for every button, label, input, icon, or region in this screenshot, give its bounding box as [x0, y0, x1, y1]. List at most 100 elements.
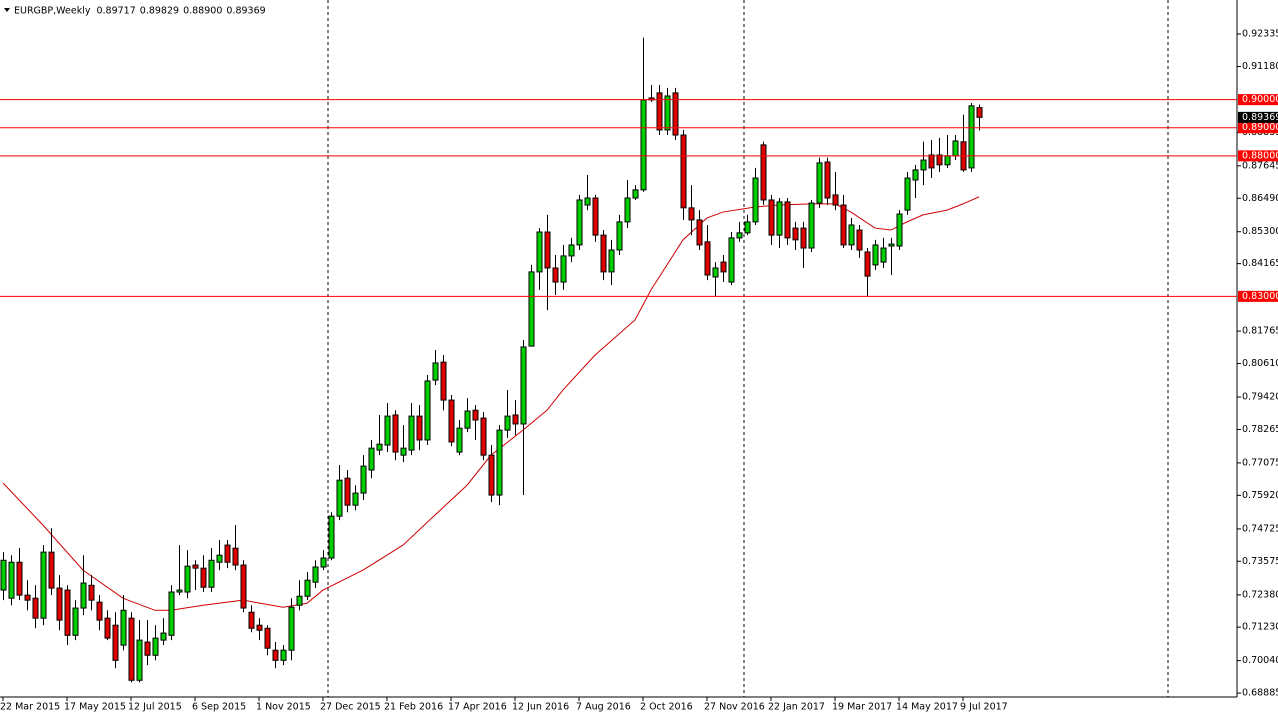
- candle-body: [240, 564, 247, 609]
- candle-body: [32, 597, 39, 619]
- candle-body: [152, 637, 159, 656]
- candle-body: [896, 213, 903, 247]
- candle-body: [224, 544, 231, 563]
- candle-body: [48, 551, 55, 589]
- candle-body: [160, 632, 167, 641]
- x-tick-label: 12 Jul 2015: [128, 702, 182, 713]
- candle-body: [24, 594, 31, 601]
- x-tick-label: 12 Jun 2016: [512, 702, 569, 713]
- chart-title: EURGBP,Weekly: [14, 6, 91, 17]
- candle-body: [352, 492, 359, 506]
- candle-body: [480, 417, 487, 456]
- level-label-box: [1238, 122, 1278, 134]
- candle-body: [456, 427, 463, 453]
- header-value: 0.89829: [140, 6, 179, 17]
- candle-body: [40, 551, 47, 619]
- level-label-box: [1238, 94, 1278, 106]
- candle-body: [184, 565, 191, 593]
- header-value: 0.88900: [183, 6, 222, 17]
- y-tick-label: 0.74725: [1242, 523, 1278, 534]
- y-tick-label: 0.91180: [1242, 61, 1278, 72]
- candle-body: [640, 99, 647, 191]
- candle-body: [432, 362, 439, 381]
- moving-average: [2, 196, 980, 611]
- candle-body: [520, 346, 527, 425]
- candle-body: [888, 243, 895, 247]
- candle-body: [760, 144, 767, 201]
- candle-body: [872, 244, 879, 266]
- x-tick-label: 6 Sep 2015: [192, 702, 246, 713]
- candle-body: [736, 232, 743, 239]
- candle-body: [808, 202, 815, 249]
- candle-body: [528, 271, 535, 347]
- current-price-box: [1238, 111, 1278, 123]
- candle-body: [800, 227, 807, 249]
- candle-body: [712, 267, 719, 278]
- x-tick-label: 2 Oct 2016: [640, 702, 693, 713]
- x-tick-label: 7 Aug 2016: [576, 702, 631, 713]
- candle-body: [536, 231, 543, 273]
- candle-body: [136, 639, 143, 681]
- candle-body: [368, 447, 375, 471]
- candle-body: [192, 564, 199, 569]
- current-price-label: 0.89369: [1242, 112, 1278, 123]
- candle-body: [488, 454, 495, 496]
- y-tick-label: 0.68885: [1242, 688, 1278, 699]
- candle-body: [384, 415, 391, 446]
- candle-body: [200, 567, 207, 588]
- candle-body: [96, 601, 103, 621]
- candle-body: [728, 237, 735, 283]
- candle-body: [928, 154, 935, 169]
- y-tick-label: 0.79420: [1242, 391, 1278, 402]
- candle-body: [752, 177, 759, 223]
- y-tick-label: 0.78265: [1242, 424, 1278, 435]
- candle-body: [128, 617, 135, 681]
- x-tick-label: 21 Feb 2016: [384, 702, 443, 713]
- x-tick-label: 27 Nov 2016: [704, 702, 765, 713]
- candle-body: [592, 197, 599, 236]
- candle-body: [280, 649, 287, 661]
- candle-body: [560, 255, 567, 283]
- y-tick-label: 0.92335: [1242, 29, 1278, 40]
- candle-body: [584, 197, 591, 206]
- candle-body: [664, 95, 671, 131]
- y-tick-label: 0.70040: [1242, 655, 1278, 666]
- candle-body: [64, 589, 71, 636]
- x-tick-label: 22 Mar 2015: [0, 702, 60, 713]
- candle-body: [568, 244, 575, 257]
- candle-body: [600, 234, 607, 273]
- y-tick-label: 0.84165: [1242, 258, 1278, 269]
- x-tick-label: 17 Apr 2016: [448, 702, 507, 713]
- y-tick-label: 0.85300: [1242, 226, 1278, 237]
- candle-body: [104, 617, 111, 639]
- candle-body: [392, 414, 399, 453]
- candle-body: [256, 624, 263, 631]
- candle-body: [856, 229, 863, 251]
- candle-body: [904, 177, 911, 211]
- candle-body: [496, 429, 503, 496]
- candle-body: [448, 399, 455, 443]
- candle-body: [312, 566, 319, 583]
- candle-body: [232, 547, 239, 566]
- candle-body: [816, 162, 823, 204]
- candle-body: [248, 611, 255, 629]
- candle-body: [424, 380, 431, 441]
- candle-body: [912, 169, 919, 181]
- candle-body: [680, 134, 687, 209]
- candle-body: [576, 199, 583, 246]
- menu-arrow[interactable]: [4, 8, 10, 12]
- plot: [0, 37, 983, 683]
- candle-body: [216, 554, 223, 563]
- y-tick-label: 0.71230: [1242, 622, 1278, 633]
- candle-body: [976, 107, 983, 118]
- candle-body: [416, 415, 423, 441]
- level-label-box: [1238, 150, 1278, 162]
- candle-body: [296, 595, 303, 606]
- candle-body: [744, 221, 751, 234]
- candle-body: [144, 641, 151, 656]
- candle-body: [344, 477, 351, 506]
- candle-body: [320, 557, 327, 568]
- candle-body: [952, 140, 959, 157]
- candle-body: [920, 159, 927, 171]
